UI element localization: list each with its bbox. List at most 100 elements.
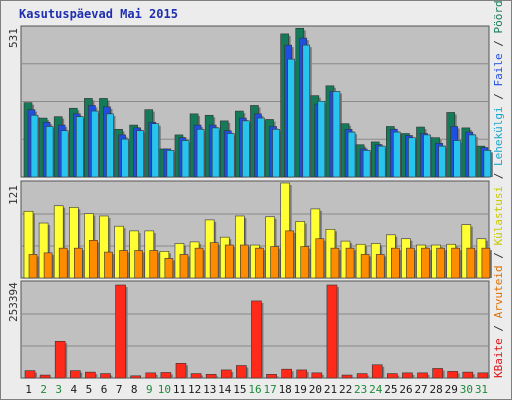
bar-bytes-day-7 bbox=[115, 284, 126, 379]
bar-unique-day-18 bbox=[285, 230, 294, 279]
bar-files-day-9 bbox=[151, 123, 160, 178]
bar-files-day-8 bbox=[136, 130, 144, 178]
bar-files-day-17 bbox=[272, 128, 280, 178]
bar-files-day-26 bbox=[408, 137, 416, 178]
bar-unique-day-22 bbox=[345, 247, 355, 279]
x-tick-label-4: 4 bbox=[71, 383, 78, 396]
bar-bytes-day-24 bbox=[371, 364, 383, 379]
bar-files-day-12 bbox=[196, 128, 205, 178]
bar-bytes-day-25 bbox=[387, 373, 398, 379]
bar-unique-day-20 bbox=[315, 238, 325, 279]
bar-bytes-day-19 bbox=[296, 369, 308, 379]
bar-unique-day-21 bbox=[330, 247, 340, 279]
bar-unique-day-28 bbox=[436, 247, 445, 279]
bar-files-day-7 bbox=[121, 138, 129, 178]
x-tick-label-11: 11 bbox=[173, 383, 186, 396]
bar-unique-day-3 bbox=[58, 247, 68, 279]
legend-unique: Arvuteid bbox=[492, 265, 505, 319]
bar-unique-day-31 bbox=[481, 247, 491, 279]
bar-unique-day-10 bbox=[164, 258, 174, 279]
bar-unique-day-2 bbox=[43, 252, 53, 279]
bar-files-day-14 bbox=[226, 133, 235, 178]
bar-bytes-day-31 bbox=[477, 372, 489, 379]
bar-bytes-day-18 bbox=[281, 368, 292, 379]
x-tick-label-27: 27 bbox=[414, 383, 427, 396]
bar-bytes-day-20 bbox=[311, 372, 323, 379]
bar-bytes-day-12 bbox=[190, 373, 202, 379]
x-tick-label-23: 23 bbox=[354, 383, 367, 396]
panel3-scale-label: 253394 bbox=[7, 282, 20, 322]
x-tick-label-5: 5 bbox=[86, 383, 93, 396]
bar-files-day-1 bbox=[30, 114, 39, 178]
bar-bytes-day-21 bbox=[326, 284, 338, 379]
bar-unique-day-4 bbox=[73, 247, 83, 279]
bar-files-day-4 bbox=[75, 116, 84, 178]
bar-bytes-day-23 bbox=[356, 373, 368, 379]
bar-hits-day-4 bbox=[68, 207, 79, 279]
x-tick-label-17: 17 bbox=[263, 383, 276, 396]
bar-files-day-29 bbox=[453, 140, 462, 178]
legend-bytes: KBaite bbox=[492, 338, 505, 378]
bar-files-day-18 bbox=[287, 58, 295, 178]
bar-files-day-6 bbox=[106, 113, 114, 178]
bar-files-day-5 bbox=[91, 110, 99, 178]
bar-unique-day-25 bbox=[391, 247, 400, 279]
x-tick-label-2: 2 bbox=[40, 383, 47, 396]
x-tick-label-14: 14 bbox=[218, 383, 232, 396]
bar-files-day-30 bbox=[468, 134, 477, 178]
bar-hits-day-3 bbox=[53, 205, 64, 279]
x-tick-label-31: 31 bbox=[475, 383, 488, 396]
bar-bytes-day-15 bbox=[236, 365, 247, 379]
bar-files-day-31 bbox=[483, 150, 492, 178]
x-tick-label-9: 9 bbox=[146, 383, 153, 396]
x-tick-label-8: 8 bbox=[131, 383, 138, 396]
panel2-scale-label: 121 bbox=[7, 185, 20, 205]
x-tick-label-19: 19 bbox=[294, 383, 307, 396]
x-tick-label-1: 1 bbox=[25, 383, 32, 396]
bar-unique-day-17 bbox=[270, 246, 279, 279]
bar-bytes-day-29 bbox=[447, 371, 459, 379]
x-tick-label-3: 3 bbox=[55, 383, 62, 396]
bar-unique-day-6 bbox=[104, 251, 113, 279]
bar-unique-day-27 bbox=[421, 247, 430, 279]
bar-unique-day-11 bbox=[179, 254, 189, 279]
bar-unique-day-12 bbox=[194, 247, 204, 279]
bar-bytes-day-10 bbox=[160, 372, 172, 379]
bar-files-day-19 bbox=[302, 44, 311, 178]
bar-bytes-day-28 bbox=[432, 368, 443, 379]
bar-unique-day-5 bbox=[89, 240, 98, 279]
legend-hits: Külastusi bbox=[492, 185, 505, 246]
bar-unique-day-19 bbox=[300, 246, 310, 279]
x-tick-label-24: 24 bbox=[369, 383, 383, 396]
bar-hits-day-2 bbox=[38, 222, 49, 279]
bar-unique-day-13 bbox=[209, 242, 219, 279]
x-tick-label-28: 28 bbox=[430, 383, 443, 396]
bar-files-day-28 bbox=[438, 145, 446, 178]
bar-files-day-3 bbox=[60, 130, 69, 178]
chart-title: Kasutuspäevad Mai 2015 bbox=[19, 7, 178, 21]
bar-hits-day-18 bbox=[280, 182, 290, 279]
x-tick-label-15: 15 bbox=[233, 383, 246, 396]
bar-bytes-day-16 bbox=[251, 300, 262, 379]
bar-unique-day-9 bbox=[149, 250, 159, 279]
x-tick-label-7: 7 bbox=[116, 383, 123, 396]
legend-visits: Pöördumisi bbox=[492, 0, 505, 34]
bar-bytes-day-11 bbox=[175, 363, 187, 379]
bar-unique-day-30 bbox=[466, 247, 476, 279]
bar-bytes-day-2 bbox=[39, 374, 51, 379]
bar-unique-day-29 bbox=[451, 247, 461, 279]
bar-unique-day-7 bbox=[119, 250, 128, 279]
bar-hits-day-1 bbox=[23, 210, 34, 279]
bar-unique-day-16 bbox=[255, 247, 264, 279]
bar-unique-day-14 bbox=[224, 244, 234, 279]
x-tick-label-20: 20 bbox=[309, 383, 322, 396]
bar-files-day-13 bbox=[211, 127, 220, 178]
bar-unique-day-15 bbox=[240, 244, 249, 279]
bar-unique-day-24 bbox=[375, 254, 385, 279]
x-tick-label-21: 21 bbox=[324, 383, 337, 396]
bar-bytes-day-14 bbox=[220, 369, 232, 379]
bar-files-day-23 bbox=[362, 150, 371, 178]
x-tick-label-30: 30 bbox=[460, 383, 473, 396]
bar-files-day-15 bbox=[242, 120, 250, 178]
